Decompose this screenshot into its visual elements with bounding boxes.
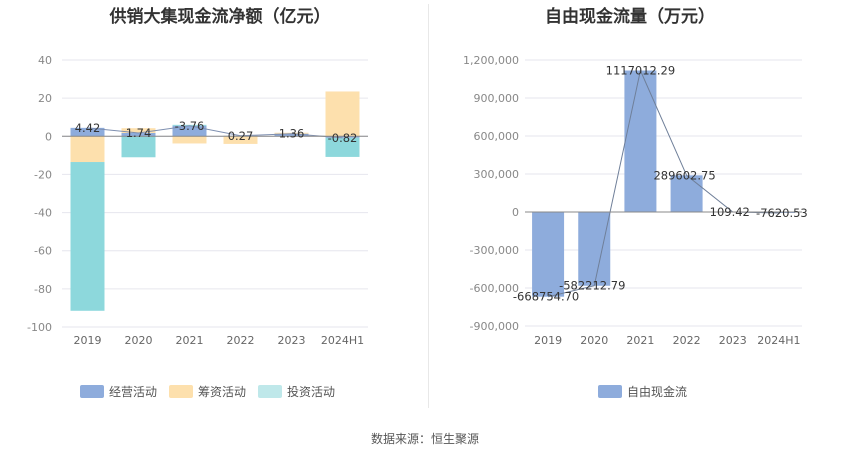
x-tick-label: 2023 <box>278 334 306 347</box>
y-tick-label: -900,000 <box>470 320 519 333</box>
data-label: -0.82 <box>328 131 358 145</box>
y-tick-label: -20 <box>34 168 52 181</box>
y-tick-label: -100 <box>27 321 52 334</box>
x-tick-label: 2019 <box>74 334 102 347</box>
data-label: 1117012.29 <box>606 64 676 78</box>
bar-operating <box>274 133 309 137</box>
bar-investing <box>70 162 105 311</box>
operating-trend-line <box>87 125 343 139</box>
data-source-note: 数据来源：恒生聚源 <box>370 432 479 446</box>
x-tick-label: 2020 <box>125 334 153 347</box>
legend-swatch <box>258 385 283 398</box>
bar-operating <box>172 125 207 137</box>
legend-label: 经营活动 <box>109 385 158 399</box>
bar-free-cashflow <box>670 175 703 212</box>
x-tick-label: 2021 <box>626 334 654 347</box>
bar-operating <box>121 132 156 137</box>
x-tick-label: 2020 <box>580 334 608 347</box>
data-label: 4.42 <box>75 121 101 135</box>
y-tick-label: -600,000 <box>470 282 519 295</box>
chart-title-cashflow: 供销大集现金流净额（亿元） <box>109 7 331 27</box>
legend-swatch <box>169 385 194 398</box>
y-tick-label: 300,000 <box>474 168 520 181</box>
data-label: 1.74 <box>126 126 152 140</box>
y-tick-label: -80 <box>34 283 52 296</box>
legend-item-free-cashflow[interactable]: 自由现金流 <box>598 383 687 400</box>
legend-swatch <box>80 385 104 398</box>
data-label: -582212.79 <box>559 279 625 293</box>
data-label: 0.27 <box>228 129 254 143</box>
legend-swatch <box>598 385 622 398</box>
bar-operating <box>325 136 360 138</box>
x-tick-label: 2023 <box>719 334 747 347</box>
bar-financing <box>172 136 207 144</box>
y-tick-label: -40 <box>34 207 52 220</box>
data-label: 1.36 <box>279 127 305 141</box>
bar-free-cashflow <box>624 70 657 212</box>
cashflow-net-chart: 40 20 0 -20 -40 -60 -80 -100 2019 2020 2021 2022 202… <box>27 54 368 347</box>
free-cashflow-chart: 1,200,000 900,000 600,000 300,000 0 -300,000 -… <box>463 54 808 347</box>
x-tick-label: 2022 <box>673 334 701 347</box>
y-tick-label: 900,000 <box>474 92 520 105</box>
y-tick-label: -300,000 <box>470 244 519 257</box>
bar-investing <box>121 136 156 158</box>
data-label: -3.76 <box>175 119 205 133</box>
y-tick-label: 0 <box>512 206 519 219</box>
data-label: -668754.70 <box>513 290 579 304</box>
legend-label: 投资活动 <box>287 385 336 399</box>
data-label: -7620.53 <box>756 206 808 220</box>
bar-free-cashflow <box>532 212 565 297</box>
legend-item-investing[interactable]: 投资活动 <box>258 383 335 400</box>
bar-operating <box>70 127 105 137</box>
y-tick-label: 600,000 <box>474 130 520 143</box>
legend-cashflow: 经营活动 筹资活动 投资活动 <box>80 383 347 400</box>
legend-label: 筹资活动 <box>198 385 247 399</box>
bar-financing <box>121 128 156 133</box>
legend-item-operating[interactable]: 经营活动 <box>80 383 157 400</box>
x-tick-label: 2024H1 <box>321 334 364 347</box>
chart-title-free-cashflow: 自由现金流量（万元） <box>545 7 715 27</box>
legend-free-cashflow: 自由现金流 <box>598 383 699 400</box>
y-tick-label: 1,200,000 <box>463 54 519 67</box>
legend-label: 自由现金流 <box>627 385 688 399</box>
x-tick-label: 2024H1 <box>757 334 800 347</box>
y-tick-label: -60 <box>34 245 52 258</box>
data-label: 289602.75 <box>653 168 715 182</box>
y-tick-label: 40 <box>38 54 52 67</box>
panel-divider <box>428 4 429 408</box>
bar-investing <box>325 137 360 157</box>
x-tick-label: 2022 <box>227 334 255 347</box>
bar-financing <box>223 136 258 144</box>
x-tick-label: 2021 <box>176 334 204 347</box>
bar-financing <box>325 91 360 137</box>
bar-financing <box>70 136 105 163</box>
y-tick-label: 20 <box>38 92 52 105</box>
x-tick-label: 2019 <box>534 334 562 347</box>
legend-item-financing[interactable]: 筹资活动 <box>169 383 246 400</box>
bar-free-cashflow <box>578 212 611 286</box>
y-tick-label: 0 <box>45 130 52 143</box>
data-label: 109.42 <box>710 205 750 219</box>
